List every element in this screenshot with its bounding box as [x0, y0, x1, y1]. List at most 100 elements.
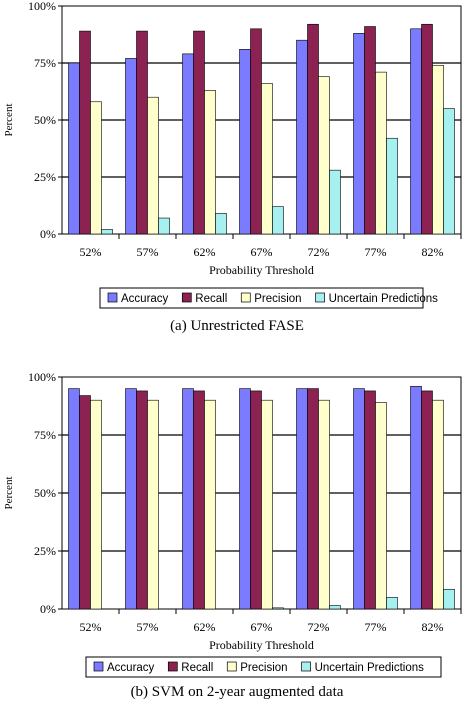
bar-precision — [90, 101, 102, 235]
bar-precision — [204, 90, 216, 235]
x-tick-label: 62% — [194, 620, 216, 634]
x-tick-label: 77% — [365, 245, 387, 259]
bar-accuracy — [182, 388, 194, 610]
bar-precision — [432, 399, 444, 610]
bar-uncertain-predictions — [329, 169, 341, 235]
bar-precision — [375, 71, 387, 235]
y-tick-label: 50% — [34, 486, 56, 500]
bar-accuracy — [68, 62, 80, 235]
legend-swatch — [301, 661, 311, 672]
bar-precision — [375, 402, 387, 610]
x-tick-label: 82% — [422, 245, 444, 259]
bar-accuracy — [410, 28, 422, 235]
legend-swatch — [226, 661, 237, 672]
x-tick-label: 62% — [194, 245, 216, 259]
bar-accuracy — [125, 58, 137, 235]
bar-recall — [136, 30, 148, 235]
y-tick-label: 0% — [40, 227, 56, 241]
bar-uncertain-predictions — [443, 588, 455, 610]
x-tick-label: 67% — [251, 245, 273, 259]
bar-precision — [432, 64, 444, 235]
legend-label: Uncertain Predictions — [329, 293, 439, 305]
y-tick-label: 100% — [28, 370, 56, 384]
bar-accuracy — [296, 39, 308, 235]
legend-label: Accuracy — [107, 662, 155, 674]
bar-precision — [147, 96, 159, 235]
bar-uncertain-predictions — [386, 597, 398, 610]
y-tick-label: 25% — [34, 170, 56, 184]
x-tick-label: 72% — [308, 245, 330, 259]
legend-swatch — [315, 292, 325, 303]
bar-recall — [193, 390, 205, 610]
bar-uncertain-predictions — [101, 229, 113, 235]
legend-label: Accuracy — [121, 293, 169, 305]
x-tick-label: 77% — [365, 620, 387, 634]
bar-recall — [79, 395, 91, 610]
bar-accuracy — [353, 33, 365, 235]
bar-precision — [90, 399, 102, 610]
bar-recall — [136, 390, 148, 610]
x-tick-label: 52% — [80, 245, 102, 259]
bar-recall — [364, 390, 376, 610]
bar-accuracy — [125, 388, 137, 610]
bar-accuracy — [182, 53, 194, 235]
legend-swatch — [240, 292, 251, 303]
legend-label: Uncertain Predictions — [315, 662, 425, 674]
legend-label: Recall — [195, 293, 227, 305]
bar-precision — [147, 399, 159, 610]
bar-uncertain-predictions — [272, 206, 284, 235]
bar-uncertain-predictions — [158, 217, 170, 235]
bar-accuracy — [239, 388, 251, 610]
bar-recall — [79, 30, 91, 235]
legend-swatch — [181, 292, 192, 303]
legend-swatch — [167, 661, 178, 672]
chart-a-svg: 0% 25% 50% 75% 100% Percent 52% 57% 62% 67% 72% 77%… — [3, 0, 462, 309]
x-axis-label: Probability Threshold — [209, 638, 314, 652]
bar-recall — [250, 28, 262, 235]
bar-recall — [364, 26, 376, 235]
bar-recall — [307, 388, 319, 610]
legend-label: Recall — [181, 662, 213, 674]
y-tick-label: 50% — [34, 113, 56, 127]
bar-accuracy — [239, 49, 251, 235]
bar-recall — [307, 23, 319, 235]
y-axis-label: Percent — [3, 104, 15, 137]
chart-b-svg: 0% 25% 50% 75% 100% Percent 52% 57% 62% 67% 72% 77%… — [3, 370, 462, 678]
x-axis-label: Probability Threshold — [209, 263, 314, 277]
legend — [99, 287, 424, 309]
bar-recall — [421, 23, 433, 235]
bar-recall — [193, 30, 205, 235]
bar-accuracy — [410, 385, 422, 610]
chart-a-caption: (a) Unrestricted FASE — [170, 318, 304, 334]
legend-swatch — [93, 661, 104, 672]
bar-recall — [421, 390, 433, 610]
y-tick-label: 100% — [28, 0, 56, 13]
x-tick-label: 57% — [137, 245, 159, 259]
x-tick-label: 67% — [251, 620, 273, 634]
bar-precision — [204, 399, 216, 610]
bar-accuracy — [296, 388, 308, 610]
x-tick-label: 82% — [422, 620, 444, 634]
y-tick-label: 25% — [34, 544, 56, 558]
x-tick-label: 52% — [80, 620, 102, 634]
legend-label: Precision — [240, 662, 287, 674]
chart-a: 0% 25% 50% 75% 100% Percent 52% 57% 62% 67% 72% 77%… — [0, 0, 474, 340]
bar-uncertain-predictions — [272, 607, 284, 610]
bar-uncertain-predictions — [443, 108, 455, 235]
bar-precision — [261, 399, 273, 610]
bar-accuracy — [68, 388, 80, 610]
bar-accuracy — [353, 388, 365, 610]
legend-label: Precision — [254, 293, 301, 305]
y-axis-label: Percent — [3, 477, 15, 510]
bar-precision — [318, 399, 330, 610]
y-tick-label: 75% — [34, 56, 56, 70]
x-tick-label: 72% — [308, 620, 330, 634]
bar-uncertain-predictions — [329, 605, 341, 610]
y-tick-label: 75% — [34, 428, 56, 442]
bar-uncertain-predictions — [215, 213, 227, 235]
y-tick-label: 0% — [40, 602, 56, 616]
x-tick-label: 57% — [137, 620, 159, 634]
bar-precision — [318, 76, 330, 235]
chart-b-caption: (b) SVM on 2-year augmented data — [130, 684, 344, 700]
bar-recall — [250, 390, 262, 610]
